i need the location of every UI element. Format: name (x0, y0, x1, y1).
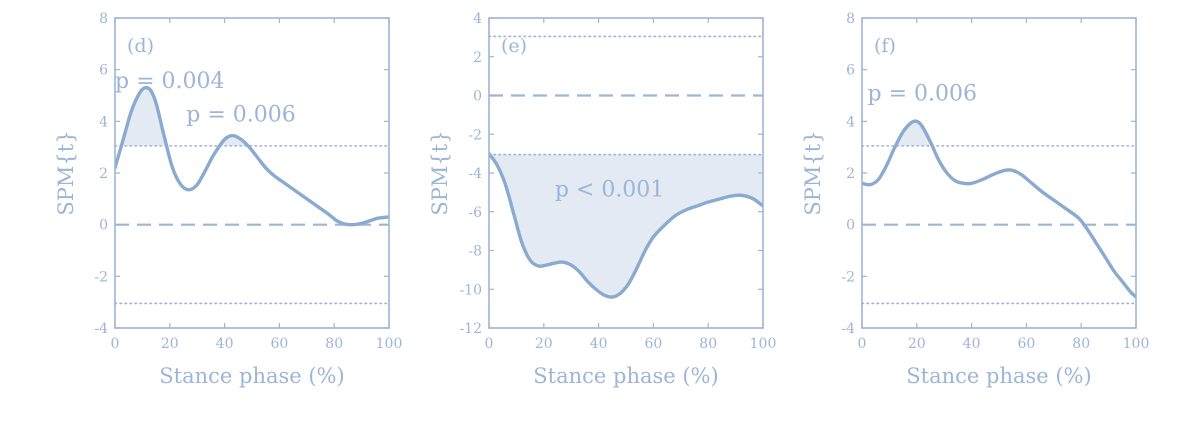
x-tick-label: 0 (111, 336, 120, 352)
curve-group (115, 85, 389, 227)
x-tick-label: 40 (216, 336, 234, 352)
y-tick-label: -8 (468, 244, 482, 260)
y-tick-label: 6 (99, 63, 108, 79)
y-tick-label: 4 (473, 11, 482, 27)
p-value-annotation: p < 0.001 (555, 177, 664, 202)
y-tick-label: 2 (473, 50, 482, 66)
y-axis-label: SPM{t} (801, 130, 825, 215)
y-tick-label: 8 (99, 11, 108, 27)
x-tick-label: 20 (161, 336, 179, 352)
y-tick-label: 2 (846, 166, 855, 182)
y-tick-label: -4 (468, 166, 482, 182)
x-tick-label: 60 (644, 336, 662, 352)
p-value-annotation: p = 0.004 (115, 69, 224, 94)
x-axis-label: Stance phase (%) (159, 364, 344, 388)
x-axis-label: Stance phase (%) (906, 364, 1091, 388)
panel-label: (f) (874, 35, 896, 57)
y-tick-label: 0 (99, 218, 108, 234)
y-tick-label: -4 (94, 321, 108, 337)
spm-curve (489, 151, 763, 299)
x-tick-label: 20 (535, 336, 553, 352)
x-tick-label: 60 (1017, 336, 1035, 352)
x-tick-label: 0 (858, 336, 867, 352)
y-tick-label: -4 (841, 321, 855, 337)
y-tick-label: 0 (846, 218, 855, 234)
curve-group (489, 151, 763, 299)
x-tick-label: 100 (1123, 336, 1150, 352)
y-tick-label: 0 (473, 89, 482, 105)
x-tick-label: 80 (1072, 336, 1090, 352)
plot-frame (114, 17, 390, 329)
x-tick-label: 100 (750, 336, 777, 352)
p-value-annotation: p = 0.006 (186, 102, 295, 127)
y-tick-label: -2 (94, 269, 108, 285)
x-tick-label: 60 (270, 336, 288, 352)
x-tick-label: 20 (908, 336, 926, 352)
panel-d: 0 20 40 60 80 100 -4 -2 0 2 4 6 8 Stance phase (%) SPM… (54, 11, 402, 388)
y-tick-label: -2 (468, 127, 482, 143)
y-tick-label: -12 (459, 321, 482, 337)
y-axis-label: SPM{t} (428, 130, 452, 215)
panel-e: 0 20 40 60 80 100 -12 -10 -8 -6 -4 -2 0 2 4 Stance phas… (428, 11, 776, 388)
panel-label: (e) (501, 35, 527, 57)
spm-curve (115, 85, 389, 227)
x-tick-label: 80 (699, 336, 717, 352)
shaded-region-0 (895, 121, 933, 146)
y-tick-label: -2 (841, 269, 855, 285)
p-value-annotation: p = 0.006 (868, 82, 977, 107)
y-tick-label: -10 (459, 282, 482, 298)
y-tick-label: 4 (846, 114, 855, 130)
y-tick-label: 4 (99, 114, 108, 130)
y-tick-label: 2 (99, 166, 108, 182)
shaded-regions (895, 121, 933, 146)
x-tick-label: 40 (963, 336, 981, 352)
panel-f: 0 20 40 60 80 100 -4 -2 0 2 4 6 8 Stance phase (%) SPM… (801, 11, 1149, 388)
x-tick-label: 100 (376, 336, 403, 352)
shaded-region-0 (489, 154, 763, 297)
x-tick-label: 40 (590, 336, 608, 352)
panel-label: (d) (127, 35, 154, 57)
x-tick-label: 80 (325, 336, 343, 352)
x-axis-label: Stance phase (%) (533, 364, 718, 388)
x-tick-label: 0 (485, 336, 494, 352)
curve-group (862, 119, 1136, 299)
y-axis-label: SPM{t} (54, 130, 78, 215)
shaded-regions (489, 154, 763, 297)
y-tick-label: -6 (468, 205, 482, 221)
y-tick-label: 6 (846, 63, 855, 79)
spm-curve (862, 119, 1136, 299)
y-tick-label: 8 (846, 11, 855, 27)
